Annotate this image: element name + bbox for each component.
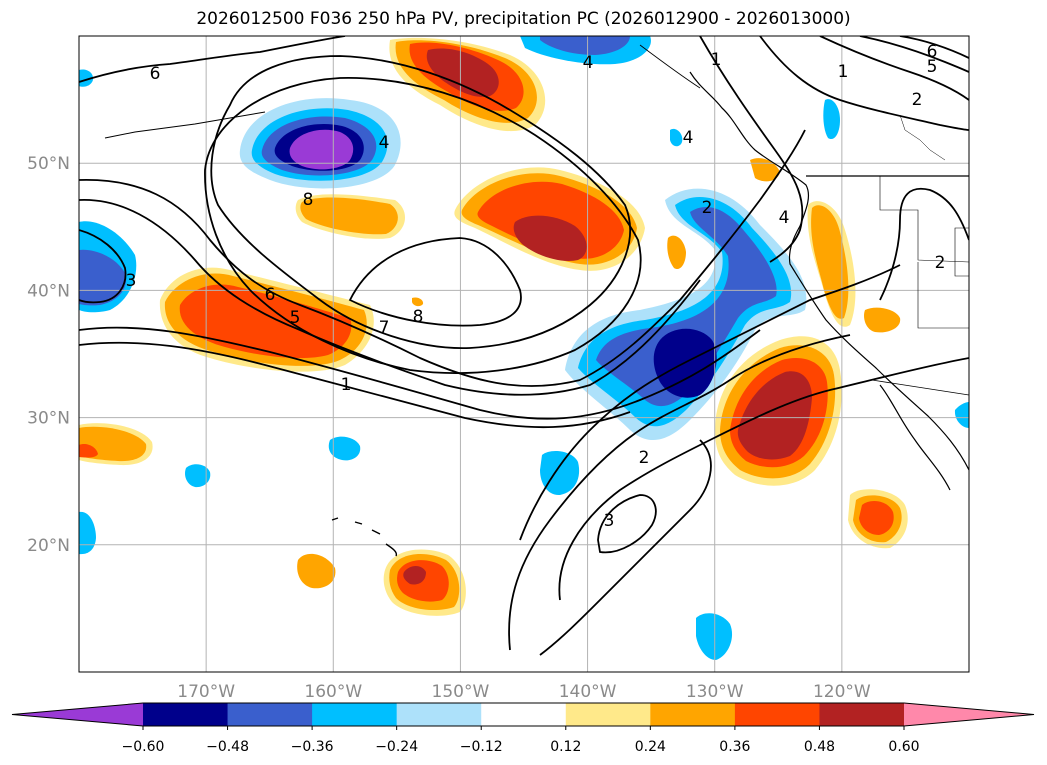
lat-tick-label: 20°N — [27, 536, 70, 556]
colorbar-tick-label: 0.12 — [550, 739, 581, 755]
state-borders-south — [917, 262, 969, 329]
colorbar-tick-label: −0.12 — [460, 739, 503, 755]
contour-label: 7 — [379, 318, 390, 338]
colorbar-tick-label: 0.48 — [804, 739, 835, 755]
colorbar-tick-label: −0.36 — [291, 739, 334, 755]
pv-contour — [759, 36, 969, 131]
colorbar — [11, 702, 1035, 727]
contour-label: 4 — [683, 128, 694, 148]
pv-contour — [699, 36, 804, 263]
colorbar-segment — [227, 703, 313, 726]
negative-anomaly-small-cells — [185, 99, 969, 660]
colorbar-segment — [396, 703, 482, 726]
lat-tick-label: 40°N — [27, 281, 70, 301]
contour-label: 4 — [583, 53, 594, 73]
pv-contour — [819, 36, 969, 101]
pv-contour — [539, 439, 712, 656]
contour-label: 3 — [126, 271, 137, 291]
contour-label: 5 — [290, 308, 301, 328]
lat-tick-label: 30°N — [27, 409, 70, 429]
contour-label: 2 — [702, 198, 713, 218]
lat-tick-label: 50°N — [27, 154, 70, 174]
lon-tick-label: 130°W — [686, 682, 744, 702]
lon-tick-label: 150°W — [432, 682, 490, 702]
pv-contour — [79, 341, 631, 429]
pv-contour — [79, 326, 761, 420]
colorbar-ticks: −0.60 −0.48 −0.36 −0.24 −0.12 0.12 0.24 0.36 0.4… — [122, 726, 920, 755]
contour-label: 1 — [341, 375, 352, 395]
pv-contour — [519, 264, 901, 541]
negative-anomaly-aleutian — [239, 98, 401, 189]
contour-label: 2 — [935, 253, 946, 273]
contour-label: 6 — [150, 64, 161, 84]
pv-contour-labels: 6 4 1 6 5 1 2 4 8 3 6 5 7 8 1 2 4 2 3 2 … — [126, 42, 946, 531]
baja-coastline — [879, 384, 951, 491]
pv-contour — [508, 334, 851, 651]
positive-anomaly-north — [389, 37, 546, 132]
pv-contour — [899, 36, 969, 59]
contour-label: 6 — [265, 285, 276, 305]
us-mexico-border — [871, 379, 969, 396]
contour-label: 6 — [927, 42, 938, 62]
contour-label: 8 — [413, 307, 424, 327]
pv-contours — [79, 36, 969, 656]
colorbar-extend-min — [12, 703, 143, 726]
colorbar-segment — [819, 703, 905, 726]
colorbar-tick-label: 0.60 — [888, 739, 919, 755]
colorbar-segment — [734, 703, 820, 726]
colorbar-tick-label: −0.60 — [122, 739, 165, 755]
colorbar-segment — [565, 703, 651, 726]
positive-anomaly-central-pacific — [159, 267, 374, 372]
colorbar-segment — [650, 703, 736, 726]
contour-label: 1 — [838, 62, 849, 82]
colorbar-segment — [481, 703, 567, 726]
colorbar-segment — [312, 703, 398, 726]
pv-contour — [879, 187, 969, 301]
pv-contour — [597, 494, 657, 554]
positive-anomaly-small-cells — [79, 194, 908, 616]
pv-contour — [79, 36, 346, 83]
pv-contour — [348, 237, 522, 327]
north-america-coastline — [689, 71, 969, 471]
lon-tick-label: 120°W — [813, 682, 871, 702]
lon-tick-label: 170°W — [177, 682, 235, 702]
contour-label: 5 — [927, 57, 938, 77]
contour-label: 4 — [779, 208, 790, 228]
pv-contour — [79, 129, 806, 387]
contour-label: 3 — [604, 511, 615, 531]
pv-contour — [204, 77, 642, 374]
contour-label: 2 — [912, 90, 923, 110]
colorbar-tick-label: 0.24 — [635, 739, 666, 755]
colorbar-extend-max — [904, 703, 1034, 726]
map-panel: 6 4 1 6 5 1 2 4 8 3 6 5 7 8 1 2 4 2 3 2 … — [78, 35, 970, 673]
negative-anomaly-north — [520, 36, 651, 65]
inland-border — [899, 114, 946, 161]
pv-contour — [79, 229, 127, 304]
lon-tick-label: 140°W — [559, 682, 617, 702]
state-borders — [879, 176, 969, 263]
latitude-labels: 50°N 40°N 30°N 20°N — [27, 154, 70, 556]
contour-label: 4 — [379, 133, 390, 153]
map-title: 2026012500 F036 250 hPa PV, precipitatio… — [196, 9, 851, 29]
contour-label: 2 — [639, 448, 650, 468]
pv-contour — [558, 357, 969, 601]
pv-contour — [859, 36, 969, 73]
positive-anomaly-subtropical-east — [715, 336, 842, 486]
negative-anomaly-subtropical — [565, 188, 807, 441]
contour-label: 1 — [711, 50, 722, 70]
contour-label: 8 — [303, 190, 314, 210]
colorbar-tick-label: −0.24 — [375, 739, 418, 755]
colorbar-tick-label: 0.36 — [719, 739, 750, 755]
colorbar-segment — [143, 703, 229, 726]
alaska-panhandle — [639, 44, 701, 89]
longitude-labels: 170°W 160°W 150°W 140°W 130°W 120°W — [177, 682, 871, 702]
map-frame — [78, 35, 970, 673]
lon-tick-label: 160°W — [304, 682, 362, 702]
pv-contour — [210, 55, 631, 349]
colorbar-tick-label: −0.48 — [206, 739, 249, 755]
hawaii-islands — [331, 517, 398, 557]
